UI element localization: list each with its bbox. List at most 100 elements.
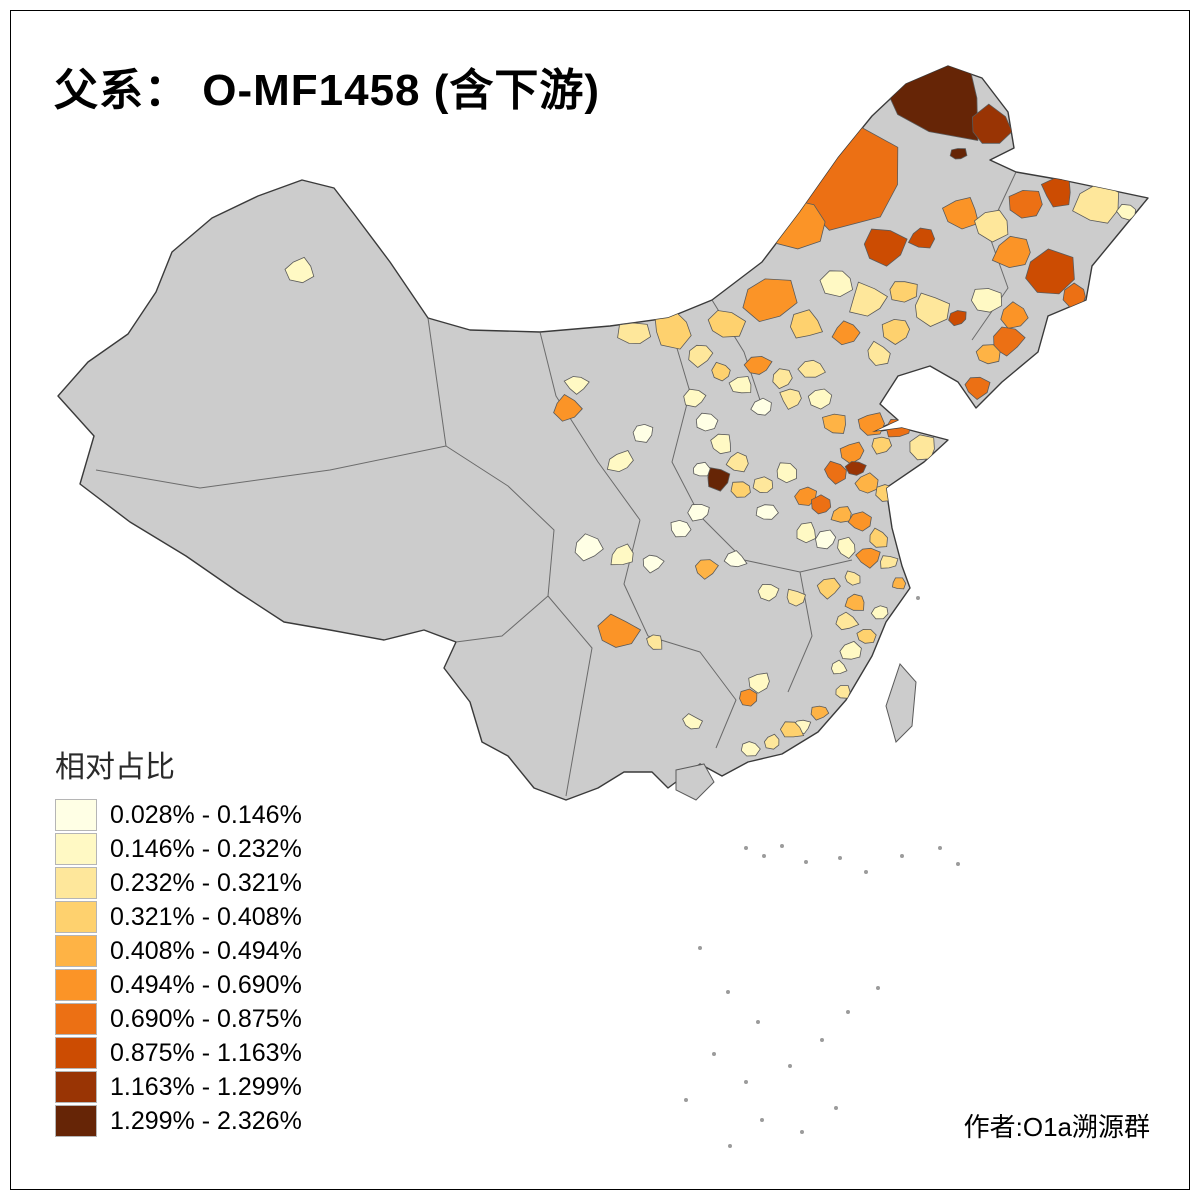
map-region: [763, 733, 780, 750]
legend-row: 0.408% - 0.494%: [55, 934, 302, 968]
legend-swatch: [55, 1037, 97, 1069]
map-region: [835, 611, 860, 631]
legend-label: 0.232% - 0.321%: [110, 868, 302, 897]
page-title: 父系： O-MF1458 (含下游): [54, 66, 601, 115]
map-region: [856, 628, 877, 644]
legend-row: 0.494% - 0.690%: [55, 968, 302, 1002]
map-region: [779, 721, 805, 738]
map-region: [941, 197, 980, 230]
hainan-island: [675, 763, 715, 801]
map-region: [993, 326, 1026, 357]
map-region: [844, 593, 865, 611]
map-region: [654, 309, 692, 350]
map-region: [948, 310, 967, 327]
map-region: [830, 506, 852, 523]
map-region: [752, 476, 774, 493]
map-region: [867, 340, 891, 366]
map-region: [563, 376, 590, 395]
legend-row: 0.146% - 0.232%: [55, 832, 302, 866]
legend-swatch: [55, 867, 97, 899]
map-region: [789, 309, 824, 339]
legend-swatch: [55, 935, 97, 967]
map-region: [889, 281, 918, 303]
map-region: [632, 423, 654, 443]
map-region: [869, 527, 888, 548]
map-region: [710, 433, 731, 455]
map-region: [991, 235, 1031, 269]
map-region: [707, 310, 747, 338]
map-region: [750, 397, 772, 416]
map-region: [682, 713, 704, 730]
map-region: [617, 322, 652, 345]
map-region: [824, 460, 847, 485]
map-region: [974, 209, 1009, 243]
legend-label: 0.494% - 0.690%: [110, 970, 302, 999]
map-region: [642, 554, 665, 574]
taiwan-island: [885, 663, 917, 743]
province-boundaries: [95, 171, 1017, 797]
map-region: [810, 494, 832, 515]
map-region: [606, 450, 634, 473]
legend-label: 0.146% - 0.232%: [110, 834, 302, 863]
map-region: [553, 393, 583, 422]
map-region: [1000, 301, 1029, 329]
map-region: [755, 504, 779, 520]
legend-row: 1.299% - 2.326%: [55, 1104, 302, 1138]
map-region: [687, 503, 710, 522]
map-region: [779, 388, 802, 410]
map-region: [730, 481, 751, 498]
map-region: [772, 368, 793, 390]
map-region: [975, 344, 1001, 365]
legend: 相对占比 0.028% - 0.146% 0.146% - 0.232% 0.232…: [55, 742, 302, 1138]
map-region: [1025, 248, 1075, 295]
map-region: [871, 436, 893, 455]
legend-swatch: [55, 1003, 97, 1035]
map-region: [816, 577, 841, 600]
map-region: [831, 320, 861, 346]
map-region: [964, 376, 991, 401]
legend-swatch: [55, 833, 97, 865]
legend-row: 0.875% - 1.163%: [55, 1036, 302, 1070]
map-region: [748, 672, 770, 694]
attribution: 作者:O1a溯源群: [963, 1112, 1150, 1142]
legend-label: 0.690% - 0.875%: [110, 1004, 302, 1033]
map-region: [822, 413, 846, 434]
map-region: [683, 388, 707, 408]
map-region: [742, 278, 798, 323]
legend-label: 1.163% - 1.299%: [110, 1072, 302, 1101]
legend-swatch: [55, 1105, 97, 1137]
legend-swatch: [55, 1071, 97, 1103]
legend-row: 1.163% - 1.299%: [55, 1070, 302, 1104]
map-region: [844, 570, 861, 586]
map-region: [786, 588, 806, 607]
map-region: [892, 577, 907, 590]
map-region: [284, 256, 315, 284]
legend-row: 0.690% - 0.875%: [55, 1002, 302, 1036]
map-region: [711, 361, 731, 382]
map-region: [695, 412, 719, 432]
legend-title: 相对占比: [55, 751, 175, 784]
legend-label: 0.321% - 0.408%: [110, 902, 302, 931]
china-outline: [57, 65, 1149, 801]
map-region: [796, 522, 817, 544]
map-region: [839, 640, 862, 660]
map-region: [949, 148, 968, 160]
map-region: [854, 472, 879, 494]
map-region: [847, 511, 872, 532]
map-region: [914, 292, 951, 327]
map-region: [880, 555, 899, 569]
map-region: [723, 550, 748, 568]
map-region: [819, 270, 854, 298]
map-region: [725, 451, 749, 473]
legend-label: 0.875% - 1.163%: [110, 1038, 302, 1067]
map-region: [837, 536, 856, 560]
legend-row: 0.232% - 0.321%: [55, 866, 302, 900]
map-region: [610, 543, 634, 566]
legend-swatch: [55, 799, 97, 831]
map-region: [728, 376, 752, 394]
map-region: [739, 688, 758, 707]
legend-row: 0.028% - 0.146%: [55, 798, 302, 832]
south-china-sea-islands: [684, 596, 960, 1148]
